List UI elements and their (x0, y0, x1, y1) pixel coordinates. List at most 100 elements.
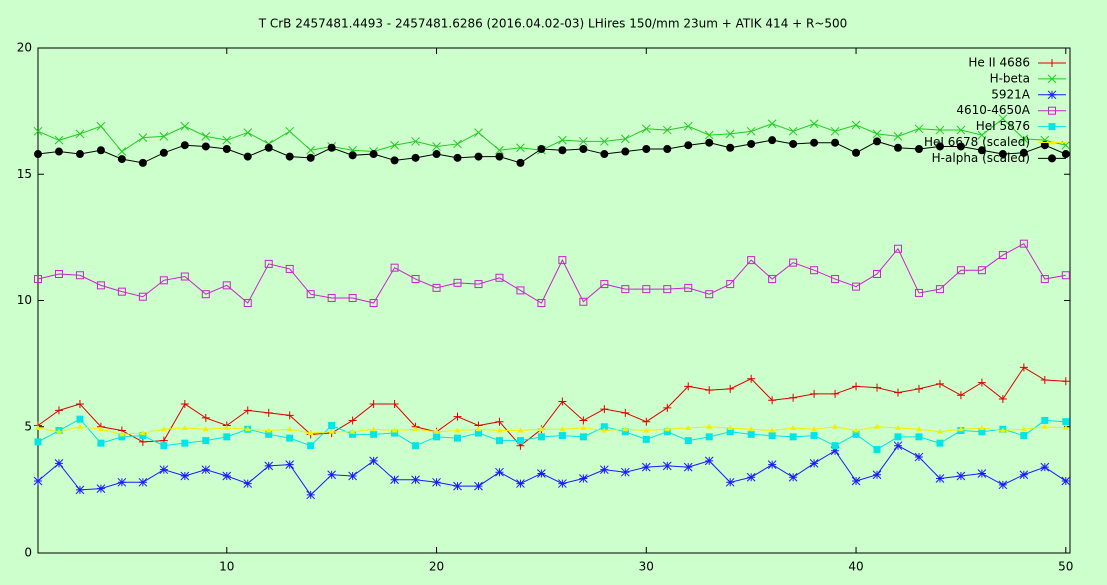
point (411, 153, 420, 162)
point (34, 150, 42, 159)
point (432, 150, 441, 159)
point (935, 285, 944, 294)
point (160, 442, 168, 450)
point (1061, 476, 1071, 486)
point (222, 471, 232, 481)
point (727, 425, 734, 431)
point (35, 425, 41, 431)
point (641, 124, 651, 134)
point (789, 139, 798, 148)
point (243, 406, 252, 415)
point (138, 133, 148, 142)
point (705, 138, 714, 147)
point (957, 426, 964, 432)
point (328, 428, 335, 434)
point (998, 150, 1007, 159)
point (327, 143, 336, 152)
point (810, 389, 819, 398)
point (432, 477, 441, 487)
point (663, 428, 671, 436)
point (914, 384, 923, 393)
point (139, 432, 147, 440)
point (936, 428, 943, 434)
point (643, 427, 650, 433)
point (1061, 271, 1070, 280)
point (874, 423, 881, 429)
point (516, 286, 525, 295)
point (726, 143, 735, 152)
point (474, 128, 483, 137)
point (433, 428, 440, 434)
point (642, 285, 651, 294)
point (1062, 418, 1070, 426)
point (516, 158, 525, 167)
point (96, 281, 105, 290)
point (642, 435, 650, 443)
point (243, 128, 253, 137)
point (706, 423, 713, 429)
y-tick-label: 0 (24, 546, 32, 560)
point (1040, 275, 1049, 284)
point (117, 147, 127, 156)
point (788, 126, 798, 136)
point (306, 290, 315, 299)
point (767, 119, 777, 129)
point (54, 135, 64, 145)
point (243, 479, 253, 488)
point (853, 427, 860, 433)
point (285, 411, 294, 420)
point (75, 271, 84, 280)
legend-marker (1049, 139, 1055, 145)
point (181, 425, 188, 431)
point (180, 400, 189, 409)
point (97, 439, 105, 447)
point (495, 437, 503, 445)
point (76, 415, 84, 423)
point (1019, 239, 1028, 248)
series (34, 136, 1070, 167)
point (664, 426, 671, 432)
point (244, 426, 251, 432)
point (558, 397, 567, 406)
point (809, 119, 819, 129)
point (642, 145, 651, 153)
point (747, 374, 756, 383)
point (349, 430, 357, 438)
point (307, 442, 315, 450)
point (474, 152, 483, 161)
point (1019, 470, 1029, 480)
point (433, 433, 441, 441)
point (978, 425, 985, 431)
point (894, 244, 902, 253)
point (328, 421, 336, 429)
point (181, 439, 189, 447)
point (893, 132, 903, 141)
point (222, 135, 232, 145)
point (201, 465, 211, 475)
legend-label: 4610-4650A (956, 103, 1030, 117)
point (579, 137, 588, 146)
y-tick-label: 10 (17, 293, 32, 307)
legend-marker (1048, 59, 1056, 67)
point (998, 114, 1008, 124)
point (495, 467, 504, 477)
point (54, 269, 63, 278)
point (516, 143, 525, 153)
point (579, 145, 588, 153)
point (369, 400, 378, 409)
point (327, 470, 337, 480)
point (935, 379, 944, 388)
point (600, 423, 608, 431)
point (117, 155, 126, 164)
point (517, 427, 524, 433)
point (180, 121, 190, 131)
point (243, 152, 252, 161)
point (1019, 148, 1028, 157)
point (180, 471, 190, 481)
point (852, 282, 861, 291)
point (453, 278, 462, 287)
point (201, 142, 210, 151)
point (34, 438, 42, 446)
point (558, 479, 567, 488)
point (767, 460, 777, 469)
